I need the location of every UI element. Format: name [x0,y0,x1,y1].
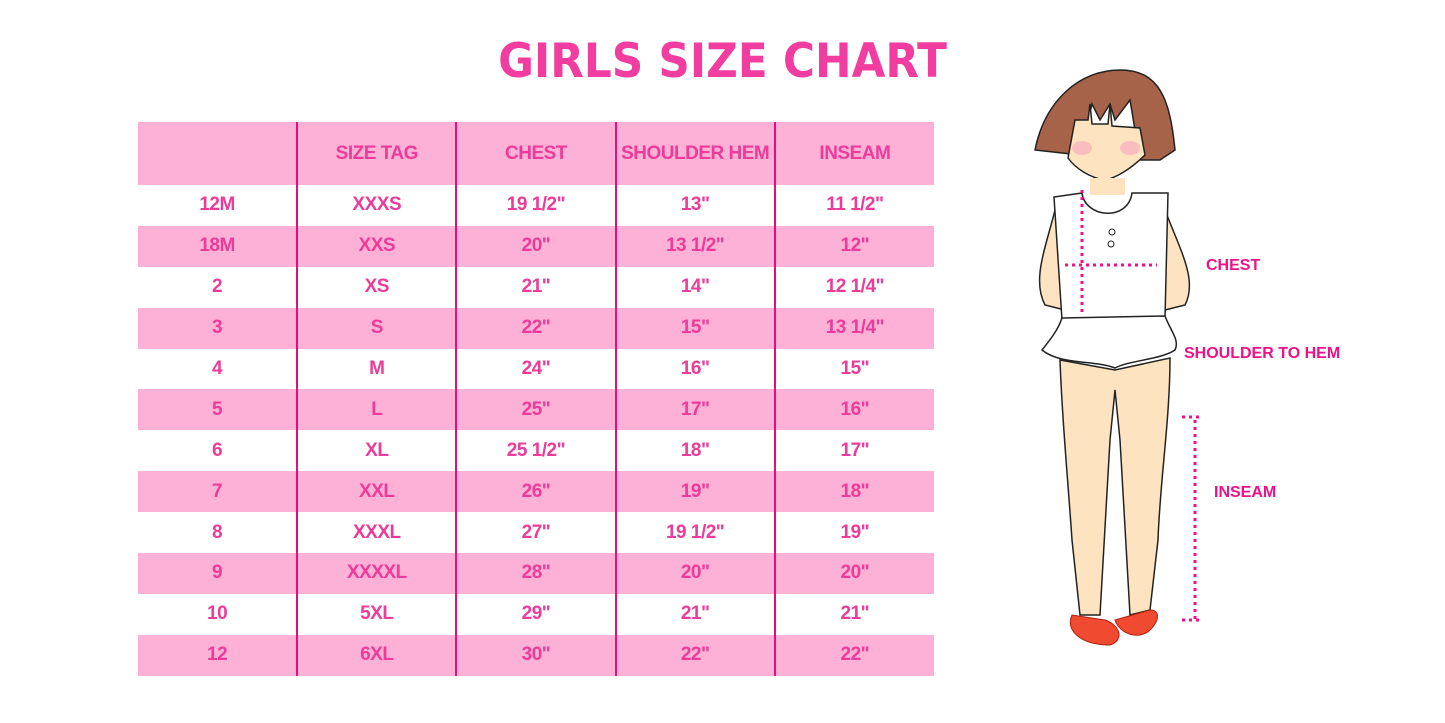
table-cell: XL [296,430,457,472]
table-cell: XS [296,266,457,308]
table-cell: 28" [455,553,616,594]
table-cell: 19 1/2" [614,512,775,554]
table-cell: 21" [455,266,616,308]
table-cell: 8 [212,521,223,543]
table-cell: 24" [455,348,616,390]
table-cell: S [296,307,457,349]
table-cell: 21" [614,593,775,635]
table-cell: 12 [138,634,298,676]
table-cell: 13 1/2" [614,225,775,267]
table-cell: 20" [614,553,775,594]
page-title: GIRLS SIZE CHART [498,34,947,89]
table-cell: 29" [455,593,616,635]
table-cell: 22" [455,307,616,349]
shoulder-to-hem-label: SHOULDER TO HEM [1184,345,1340,362]
table-cell: 13 1/4" [773,307,934,349]
table-cell: 18" [614,430,775,472]
table-cell: 12" [773,225,934,267]
girl-measurement-illustration: CHEST SHOULDER TO HEM INSEAM [1034,69,1340,646]
table-cell: 16" [773,389,934,431]
table-cell: 7 [138,471,298,513]
table-cell: 5 [138,389,298,431]
table-cell: 20" [773,553,934,594]
table-cell: 17" [773,430,934,472]
left-shoe [1069,614,1120,646]
column-header: SIZE TAG [296,122,457,185]
inseam-label: INSEAM [1214,484,1276,501]
table-cell: 27" [455,512,616,554]
table-cell: 2 [212,276,223,298]
table-cell: 19" [614,471,775,513]
size-chart-table: SIZE TAG CHEST SHOULDER HEM INSEAM 12M XXXS 1… [138,122,934,676]
table-cell: 20" [455,225,616,267]
table-cell: 17" [614,389,775,431]
table-cell: 13" [614,185,775,226]
right-shoe [1114,609,1158,636]
table-cell: XXS [296,225,457,267]
table-row: 5 L 25" 17" 16" [138,389,934,431]
table-cell: 25 1/2" [455,430,616,472]
legs [1059,357,1171,616]
table-row: 4 M 24" 16" 15" [138,348,934,390]
table-cell: 6XL [296,634,457,676]
column-header: SHOULDER HEM [614,122,775,185]
table-cell: 21" [773,593,934,635]
table-cell: 26" [455,471,616,513]
column-header: INSEAM [773,122,934,185]
table-cell: 4 [212,358,223,379]
table-cell: 3 [138,307,298,349]
table-cell: 11 1/2" [773,185,934,226]
face [1067,103,1146,181]
table-cell: 30" [455,634,616,676]
table-cell: 19 1/2" [455,185,616,226]
table-cell: 14" [614,266,775,308]
table-cell: 15" [773,348,934,390]
table-cell: L [296,389,457,431]
table-cell: 18" [773,471,934,513]
table-cell: XXXXL [296,553,457,594]
table-row: 12M XXXS 19 1/2" 13" 11 1/2" [138,185,934,226]
table-cell: 10 [207,603,228,625]
table-row: 18M XXS 20" 13 1/2" 12" [138,225,934,267]
chest-label: CHEST [1206,257,1260,274]
table-cell: 15" [614,307,775,349]
table-cell: M [296,348,457,390]
column-header [138,122,298,185]
table-cell: 19" [773,512,934,554]
table-cell: 22" [614,634,775,676]
table-row: 12 6XL 30" 22" 22" [138,634,934,676]
table-cell: 16" [614,348,775,390]
table-row: 9 XXXXL 28" 20" 20" [138,553,934,594]
table-row: 10 5XL 29" 21" 21" [138,593,934,635]
table-row: 2 XS 21" 14" 12 1/4" [138,266,934,308]
table-header-row: SIZE TAG CHEST SHOULDER HEM INSEAM [138,122,934,185]
table-row: 8 XXXL 27" 19 1/2" 19" [138,512,934,554]
shirt [1053,192,1169,321]
table-cell: 5XL [296,593,457,635]
table-cell: XXL [296,471,457,513]
table-cell: XXXL [296,512,457,554]
table-cell: XXXS [296,185,457,226]
table-cell: 12 1/4" [773,266,934,308]
table-row: 7 XXL 26" 19" 18" [138,471,934,513]
table-row: 6 XL 25 1/2" 18" 17" [138,430,934,472]
table-cell: 9 [138,553,298,594]
table-cell: 12M [199,194,235,216]
table-row: 3 S 22" 15" 13 1/4" [138,307,934,349]
table-cell: 22" [773,634,934,676]
column-header: CHEST [455,122,616,185]
table-cell: 6 [212,439,223,461]
table-cell: 25" [455,389,616,431]
table-cell: 18M [138,225,298,267]
